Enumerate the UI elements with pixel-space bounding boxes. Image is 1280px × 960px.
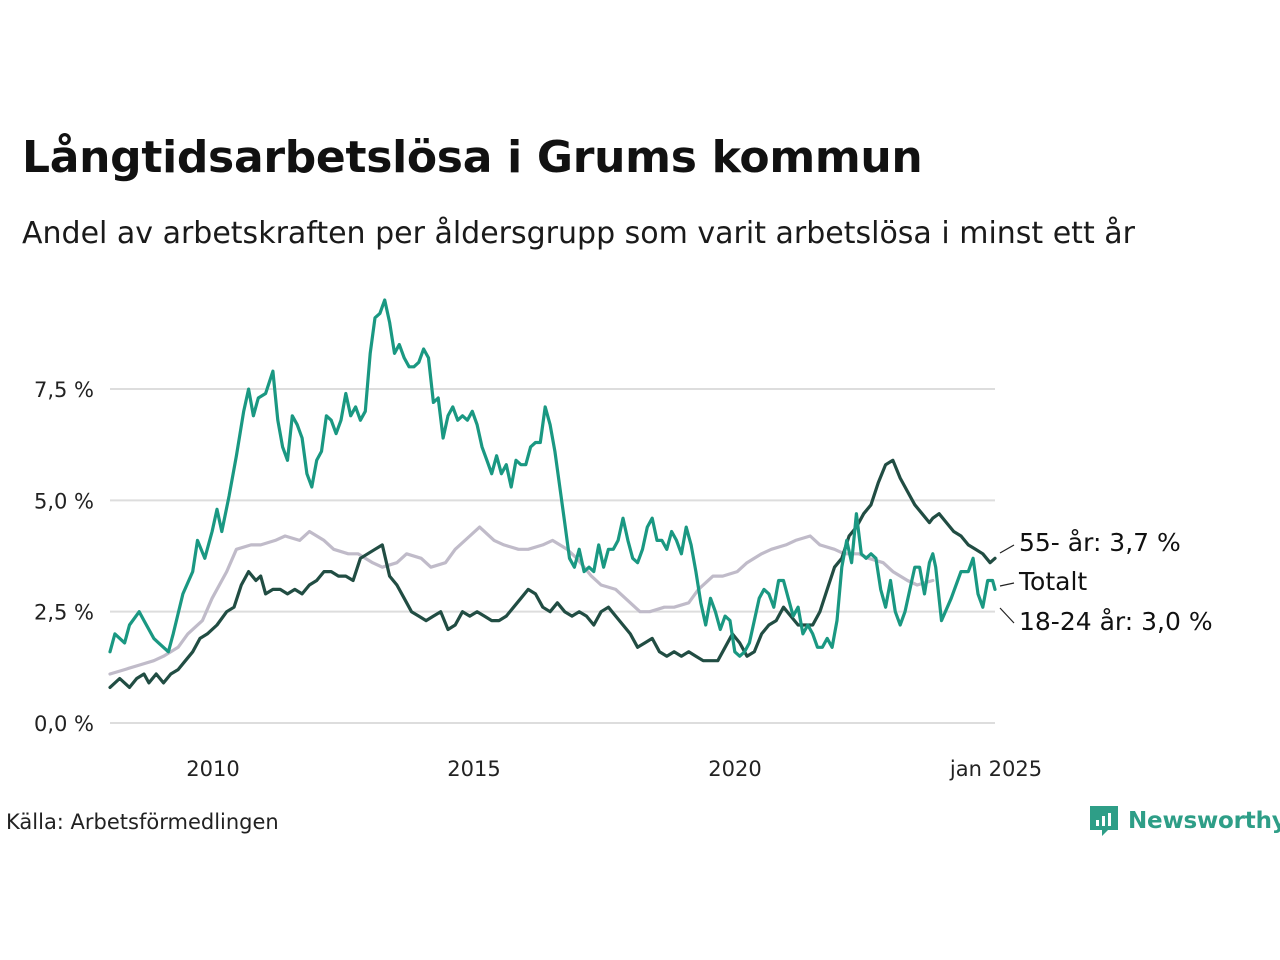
brand-name: Newsworthy — [1128, 808, 1280, 834]
y-tick-label: 5,0 % — [34, 489, 94, 513]
y-tick-label: 0,0 % — [34, 712, 94, 736]
series-end-label: 18-24 år: 3,0 % — [1019, 607, 1213, 636]
series-line-age-55 — [108, 458, 997, 689]
x-tick-label: 2020 — [708, 757, 761, 781]
newsworthy-icon — [1090, 806, 1118, 836]
end-label-leader — [999, 607, 1015, 624]
series-line-total — [108, 525, 935, 676]
x-tick-label: 2015 — [447, 757, 500, 781]
newsworthy-logo[interactable]: Newsworthy — [1088, 804, 1280, 838]
source-note: Källa: Arbetsförmedlingen — [6, 810, 279, 834]
chart-subtitle: Andel av arbetskraften per åldersgrupp s… — [22, 216, 1135, 251]
series-end-label: Totalt — [1018, 567, 1087, 596]
end-label-leader — [999, 544, 1015, 554]
x-tick-label: 2010 — [186, 757, 239, 781]
y-tick-label: 7,5 % — [34, 378, 94, 402]
series-end-label: 55- år: 3,7 % — [1019, 528, 1181, 557]
y-tick-label: 2,5 % — [34, 601, 94, 625]
chart-title: Långtidsarbetslösa i Grums kommun — [22, 132, 923, 183]
x-tick-label: jan 2025 — [949, 757, 1042, 781]
series-line-age-18-24 — [108, 298, 997, 658]
end-label-leader — [999, 582, 1015, 587]
